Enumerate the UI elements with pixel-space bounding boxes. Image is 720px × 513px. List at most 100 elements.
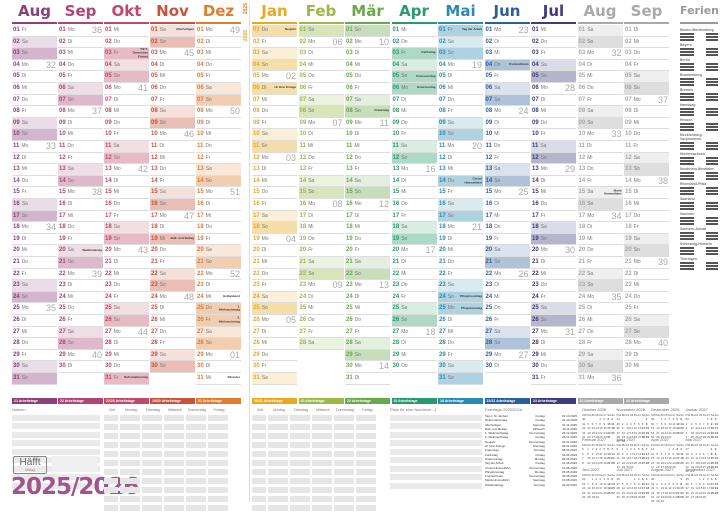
- timetable-cell[interactable]: [312, 442, 332, 448]
- day-cell[interactable]: 10 So: [438, 129, 483, 141]
- day-cell[interactable]: 27 Mo 31: [531, 327, 576, 339]
- timetable-cell[interactable]: [164, 496, 184, 502]
- day-cell[interactable]: 06 Mi: [12, 83, 57, 95]
- day-cell[interactable]: 04 Do Fronleichnam: [484, 59, 530, 72]
- note-line[interactable]: [12, 474, 100, 480]
- day-cell[interactable]: 30 Mo 14: [345, 361, 390, 373]
- day-cell[interactable]: 05 So: [104, 71, 149, 83]
- day-cell[interactable]: 21 So: [484, 257, 530, 269]
- day-cell[interactable]: 12 Mi: [577, 153, 623, 165]
- day-cell[interactable]: 12 Sa: [624, 152, 669, 165]
- day-cell[interactable]: 17 So: [12, 210, 57, 223]
- day-cell[interactable]: 09 Di: [196, 118, 241, 130]
- timetable-cell[interactable]: [120, 478, 140, 484]
- day-cell[interactable]: 11 Sa: [531, 141, 576, 153]
- day-cell[interactable]: 18 Do: [58, 222, 103, 234]
- note-line[interactable]: [390, 440, 482, 446]
- timetable-cell[interactable]: [268, 460, 288, 466]
- day-cell[interactable]: 15 Do: [252, 187, 297, 199]
- day-cell[interactable]: 17 Mo 47: [150, 211, 195, 223]
- day-cell[interactable]: 14 Do Christi Himmelfahrt: [438, 175, 483, 188]
- timetable-cell[interactable]: [186, 496, 206, 502]
- day-cell[interactable]: 04 Di: [577, 60, 623, 72]
- timetable-cell[interactable]: [268, 496, 288, 502]
- timetable-cell[interactable]: [120, 496, 140, 502]
- day-cell[interactable]: 17 Mi: [58, 211, 103, 223]
- day-cell[interactable]: 29 Fr: [438, 350, 483, 362]
- day-cell[interactable]: 18 Di: [150, 222, 195, 234]
- day-cell[interactable]: 19 Mi Buß- und Bettag: [150, 233, 195, 246]
- timetable-cell[interactable]: [186, 469, 206, 475]
- day-cell[interactable]: 18 Mo 21: [438, 222, 483, 234]
- day-cell[interactable]: 28 Do: [12, 338, 57, 350]
- note-line[interactable]: [390, 431, 482, 438]
- day-cell[interactable]: 13 Mi: [438, 164, 483, 176]
- day-cell[interactable]: 31 So: [438, 373, 483, 385]
- day-cell[interactable]: 30 Di: [484, 361, 530, 373]
- timetable-cell[interactable]: [120, 505, 140, 511]
- day-cell[interactable]: 30 Mi: [624, 361, 669, 373]
- day-cell[interactable]: 08 Mi: [531, 106, 576, 118]
- timetable-cell[interactable]: [142, 442, 162, 448]
- timetable-cell[interactable]: [164, 469, 184, 475]
- day-cell[interactable]: 21 Do: [12, 257, 57, 269]
- day-cell[interactable]: 03 Mo 45: [150, 48, 195, 60]
- day-cell[interactable]: 22 Mo 26: [484, 269, 530, 281]
- day-cell[interactable]: 12 Fr: [484, 153, 530, 165]
- day-cell[interactable]: 27 Sa: [58, 326, 103, 339]
- day-cell[interactable]: 17 Fr: [531, 211, 576, 223]
- day-cell[interactable]: 06 Mo Ostermontag: [391, 83, 437, 95]
- day-cell[interactable]: 21 Sa: [298, 257, 344, 269]
- day-cell[interactable]: 28 Mo 40: [624, 338, 669, 350]
- day-cell[interactable]: 22 So: [298, 268, 344, 281]
- day-cell[interactable]: 27 Fr: [298, 327, 344, 339]
- day-cell[interactable]: 20 Mo 30: [531, 245, 576, 257]
- day-cell[interactable]: 31 Fr: [531, 373, 576, 385]
- day-cell[interactable]: 18 Mi: [298, 222, 344, 234]
- day-cell[interactable]: 19 So: [391, 233, 437, 246]
- day-cell[interactable]: 05 So: [531, 71, 576, 83]
- timetable-cell[interactable]: [268, 505, 288, 511]
- day-cell[interactable]: 11 Do: [196, 141, 241, 153]
- timetable-cell[interactable]: [356, 478, 376, 484]
- day-cell[interactable]: 29 Fr: [12, 350, 57, 362]
- day-cell[interactable]: 22 Mi: [104, 269, 149, 281]
- day-cell[interactable]: 06 Sa: [484, 83, 530, 95]
- day-cell[interactable]: 13 Mi: [12, 164, 57, 176]
- day-cell[interactable]: 19 So: [531, 233, 576, 246]
- timetable-cell[interactable]: [290, 496, 310, 502]
- day-cell[interactable]: 13 Di: [252, 164, 297, 176]
- day-cell[interactable]: 03 Fr Tag d. Deutschen Einheit: [104, 48, 149, 60]
- day-cell[interactable]: 31 Di: [345, 373, 390, 385]
- day-cell[interactable]: 04 Sa: [391, 59, 437, 72]
- day-cell[interactable]: 19 Mi: [577, 234, 623, 246]
- timetable-cell[interactable]: [268, 478, 288, 484]
- day-cell[interactable]: 24 Mi: [58, 292, 103, 304]
- day-cell[interactable]: 14 So: [484, 175, 530, 188]
- day-cell[interactable]: 20 Do: [150, 245, 195, 257]
- day-cell[interactable]: 01 Sa Allerheiligen: [150, 25, 195, 37]
- timetable-cell[interactable]: [164, 433, 184, 439]
- timetable-cell[interactable]: [208, 478, 228, 484]
- day-cell[interactable]: 22 Fr: [438, 269, 483, 281]
- day-cell[interactable]: 28 Mi: [252, 338, 297, 350]
- day-cell[interactable]: 13 Fr: [298, 164, 344, 176]
- note-line[interactable]: [390, 457, 482, 463]
- day-cell[interactable]: 15 Fr: [438, 187, 483, 199]
- day-cell[interactable]: 12 So: [104, 152, 149, 165]
- day-cell[interactable]: 01 Mi: [104, 25, 149, 37]
- day-cell[interactable]: 21 Di: [104, 257, 149, 269]
- day-cell[interactable]: 15 So: [345, 187, 390, 199]
- day-cell[interactable]: 15 Sa: [150, 187, 195, 199]
- timetable-cell[interactable]: [252, 433, 266, 439]
- timetable-cell[interactable]: [268, 487, 288, 493]
- day-cell[interactable]: 10 Fr: [531, 129, 576, 141]
- day-cell[interactable]: 11 Do: [484, 141, 530, 153]
- timetable-cell[interactable]: [142, 487, 162, 493]
- timetable-cell[interactable]: [252, 460, 266, 466]
- day-cell[interactable]: 03 Sa: [252, 48, 297, 60]
- day-cell[interactable]: 20 Fr: [298, 245, 344, 257]
- timetable-cell[interactable]: [356, 424, 376, 430]
- day-cell[interactable]: 08 Mo 37: [58, 106, 103, 118]
- day-cell[interactable]: 19 Di: [438, 234, 483, 246]
